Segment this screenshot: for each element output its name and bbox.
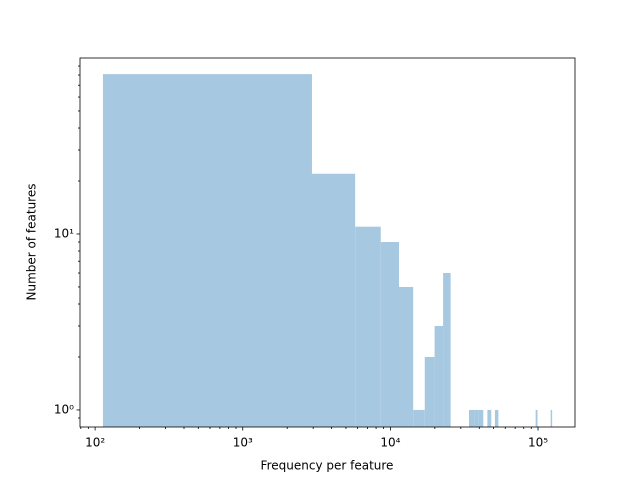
bar (380, 242, 399, 427)
bar (443, 273, 451, 427)
bar (494, 409, 499, 427)
y-axis-label: Number of features (25, 184, 39, 301)
bar (311, 173, 356, 427)
x-tick-label: 10⁵ (528, 436, 548, 450)
x-axis-label: Frequency per feature (261, 459, 394, 473)
x-tick-label: 10⁴ (380, 436, 400, 450)
plot-frame (79, 57, 576, 428)
bar (434, 325, 444, 427)
bar (424, 356, 435, 427)
bar (487, 409, 492, 427)
bar (102, 74, 312, 427)
bar (413, 409, 425, 427)
bar (468, 409, 475, 427)
y-tick-label: 10¹ (54, 226, 74, 240)
y-tick-label: 10⁰ (54, 402, 74, 416)
bar (474, 409, 479, 427)
bar (355, 226, 381, 427)
bar (550, 409, 553, 427)
x-tick-label: 10³ (233, 436, 253, 450)
x-tick-label: 10² (85, 436, 105, 450)
bar (478, 409, 484, 427)
bar (535, 409, 538, 427)
bar (398, 286, 414, 427)
